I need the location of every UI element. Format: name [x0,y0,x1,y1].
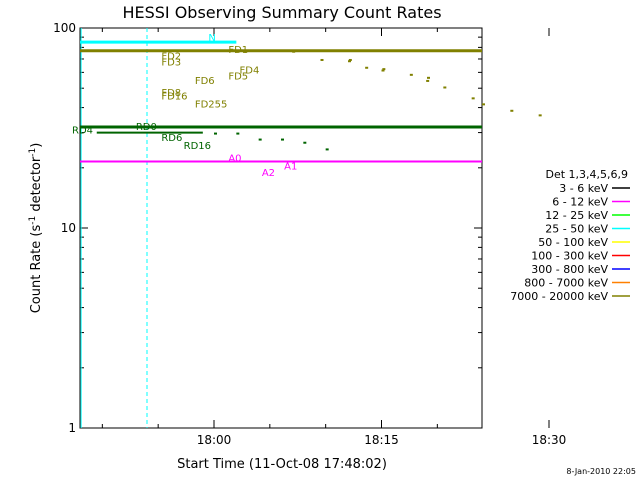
legend-label: 12 - 25 keV [545,209,608,222]
y-label-sup: -1 [28,148,38,157]
flag-mark [281,138,284,141]
flag-mark [365,66,369,69]
legend-label: 100 - 300 keV [531,250,608,263]
annotation-label: FD4 [240,66,260,77]
flag-mark [258,138,262,141]
flag-mark [214,132,217,135]
flag-line-label: RD0 [136,122,157,133]
flag-line-label: N [208,33,215,44]
flag-mark [292,50,296,53]
legend-label: 50 - 100 keV [538,236,608,249]
legend-label: 25 - 50 keV [545,223,608,236]
annotation-label: FD3 [161,57,181,68]
y-axis-label: Count Rate (s-1 detector-1) [28,143,44,314]
annotation-label: FD8 [161,88,181,99]
flag-mark [443,86,447,89]
flag-mark [510,109,514,112]
flag-mark [409,73,413,76]
annotation-label: FD1 [228,45,248,56]
y-tick-label: 1 [68,421,76,435]
annotation-label: FD5 [228,71,248,82]
flag-mark [320,58,324,61]
annotation-label: A1 [284,162,297,173]
flag-mark [427,76,430,79]
flag-mark [303,141,307,144]
legend-label: 7000 - 20000 keV [510,290,608,303]
legend-header: Det 1,3,4,5,6,9 [545,168,628,181]
flag-mark [381,69,385,72]
legend-label: 6 - 12 keV [552,196,608,209]
x-tick-label: 18:15 [364,433,399,447]
y-label-sup: -1 [28,216,38,225]
flag-mark [471,97,475,100]
flag-mark [236,132,240,135]
annotation-label: FD6 [195,76,215,87]
legend-label: 800 - 7000 keV [524,277,608,290]
annotation-label: FD255 [195,99,228,110]
flag-mark [348,60,351,63]
flag-mark [482,103,485,106]
flag-mark [382,68,386,71]
flag-mark [325,148,329,151]
plot-area [79,27,550,429]
flag-mark [538,114,542,117]
y-label-part: ) [29,143,44,148]
annotation-label: A0 [228,154,241,165]
annotation-label: FD16 [161,91,187,102]
flag-mark [348,58,352,61]
flag-mark [426,79,430,82]
x-tick-label: 18:30 [532,433,567,447]
y-label-part: Count Rate (s [29,225,44,314]
legend-label: 300 - 800 keV [531,263,608,276]
x-axis-label: Start Time (11-Oct-08 17:48:02) [177,457,387,472]
chart-title: HESSI Observing Summary Count Rates [122,3,441,22]
y-label-part: detector [29,156,44,216]
annotation-label: RD6 [161,133,182,144]
annotation-label: FD2 [161,51,181,62]
x-tick-label: 18:00 [197,433,232,447]
annotation-label: RD4 [72,126,93,137]
y-tick-label: 10 [61,221,76,235]
footer-timestamp: 8-Jan-2010 22:05 [566,467,636,476]
legend-label: 3 - 6 keV [559,182,608,195]
y-tick-label: 100 [53,21,76,35]
annotation-label: A2 [262,168,275,179]
plot-frame [79,27,483,429]
annotation-label: RD16 [184,141,211,152]
